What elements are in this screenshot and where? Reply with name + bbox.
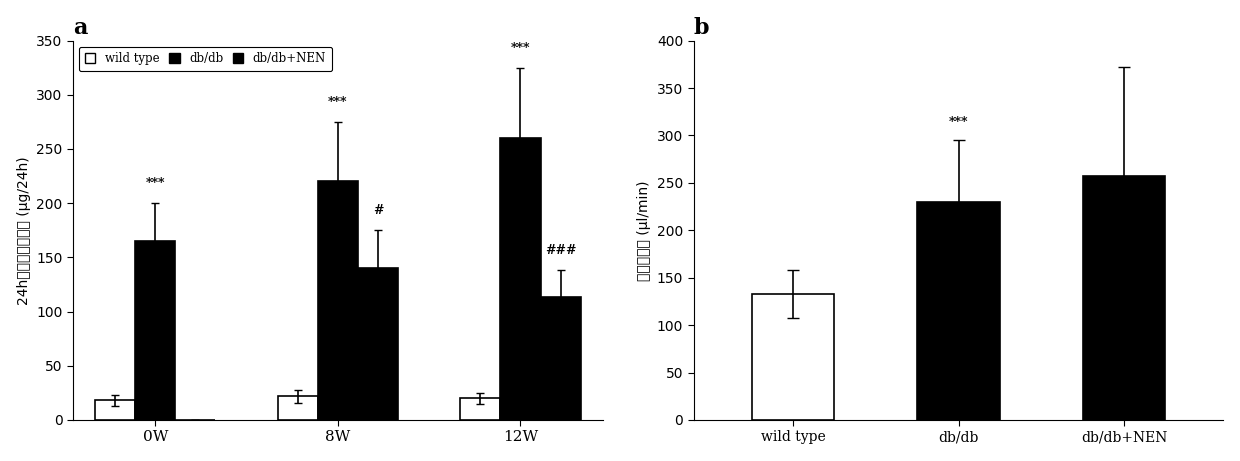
Bar [918, 202, 999, 420]
Text: #: # [373, 204, 383, 217]
Legend: wild type, db/db, db/db+NEN: wild type, db/db, db/db+NEN [79, 47, 332, 71]
Bar [278, 396, 317, 420]
Y-axis label: 24h尿白蛋白排泌率 (μg/24h): 24h尿白蛋白排泌率 (μg/24h) [16, 156, 31, 305]
Bar [541, 297, 580, 420]
Bar [317, 182, 358, 420]
Text: ***: *** [145, 177, 165, 190]
Bar [358, 268, 398, 420]
Bar [95, 401, 135, 420]
Bar [501, 138, 541, 420]
Y-axis label: 肌酸清除率 (μl/min): 肌酸清除率 (μl/min) [637, 180, 651, 280]
Bar [135, 241, 175, 420]
Text: ***: *** [511, 41, 531, 55]
Bar [460, 398, 501, 420]
Bar [1083, 176, 1166, 420]
Bar [751, 294, 835, 420]
Text: ***: *** [329, 96, 347, 109]
Text: a: a [73, 17, 87, 39]
Text: ***: *** [949, 116, 968, 129]
Text: b: b [693, 17, 709, 39]
Text: ###: ### [544, 244, 577, 257]
